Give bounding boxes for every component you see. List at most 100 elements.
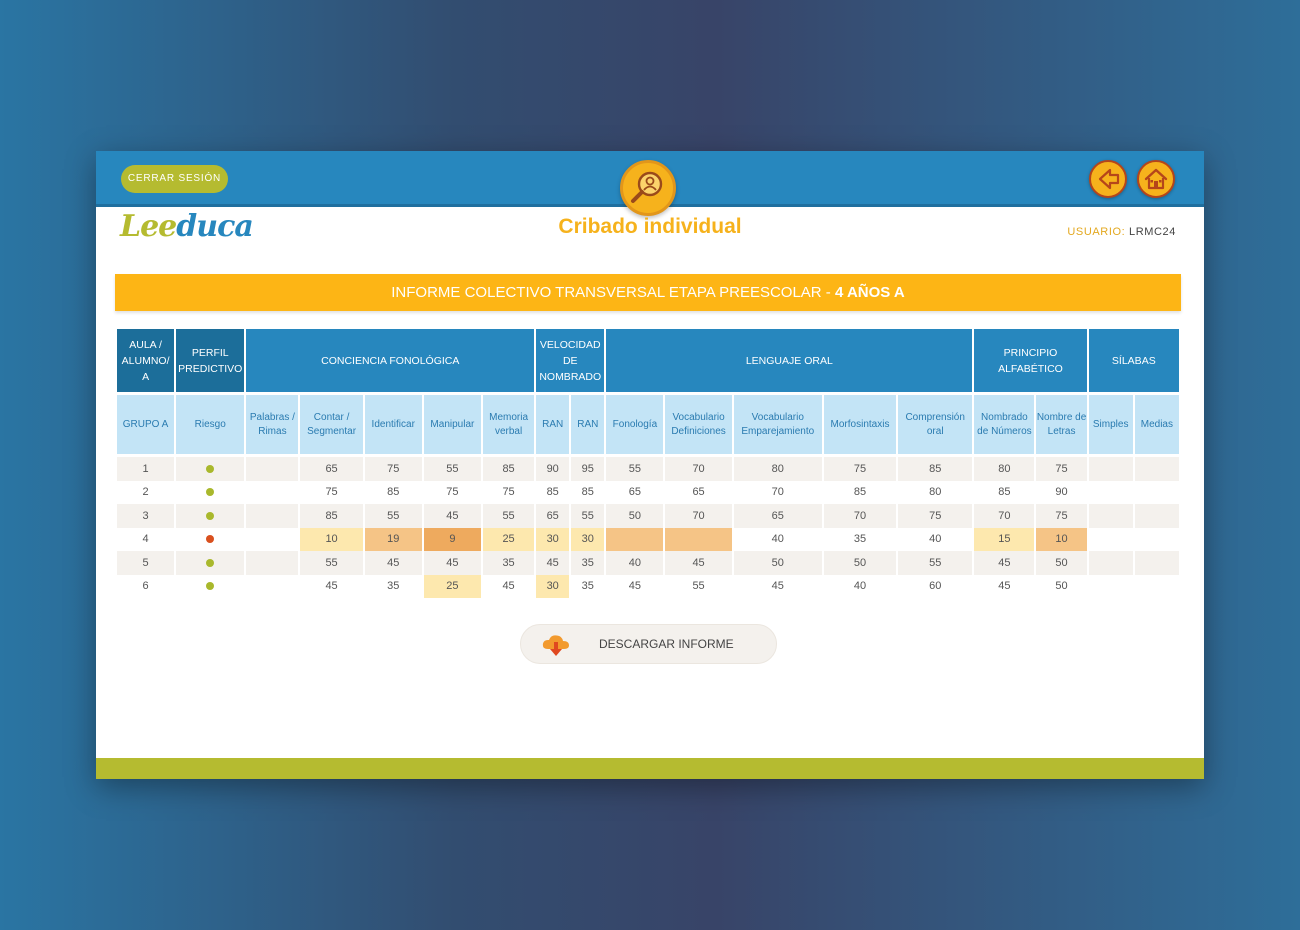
group-header-row: AULA / ALUMNO/ A PERFIL PREDICTIVO CONCIEN… xyxy=(117,329,1179,395)
group-header: PRINCIPIO ALFABÉTICO xyxy=(974,329,1087,395)
score-cell: 65 xyxy=(300,457,363,481)
column-header: Simples xyxy=(1088,395,1133,457)
search-person-icon xyxy=(631,171,663,203)
score-cell: 50 xyxy=(733,551,822,575)
score-cell xyxy=(1135,481,1179,505)
score-cell: 75 xyxy=(502,486,515,499)
score-cell: 40 xyxy=(771,533,784,546)
score-cell: 45 xyxy=(536,551,570,575)
score-cell: 10 xyxy=(300,527,363,551)
table-row: 2 75 85 75 75 85 85 65 65 70 85 80 85 90 xyxy=(117,481,1179,505)
score-cell: 50 xyxy=(606,504,664,528)
app-window: CERRAR SESIÓN Leeduca Cribado individual xyxy=(96,151,1204,779)
score-cell: 45 xyxy=(628,580,642,593)
score-cell: 35 xyxy=(387,580,400,593)
score-cell: 70 xyxy=(665,457,732,481)
table-body: 1 65 75 55 85 90 95 55 70 80 75 85 80 75 2 75 85 75 75 85 85… xyxy=(117,457,1179,598)
score-cell: 70 xyxy=(665,504,732,528)
column-header: GRUPO A xyxy=(117,395,175,457)
risk-dot-icon xyxy=(206,558,215,567)
score-cell: 60 xyxy=(929,580,942,593)
column-header: Morfosintaxis xyxy=(823,395,897,457)
score-cell: 65 xyxy=(628,486,642,499)
score-cell: 10 xyxy=(1036,527,1087,551)
student-id: 6 xyxy=(142,580,149,593)
score-cell: 65 xyxy=(692,486,705,499)
score-cell: 65 xyxy=(733,504,822,528)
column-header: RAN xyxy=(571,395,605,457)
score-cell: 45 xyxy=(423,504,481,528)
column-header: Nombre de Letras xyxy=(1036,395,1087,457)
user-info: USUARIO: LRMC24 xyxy=(1067,226,1176,238)
score-cell: 80 xyxy=(929,486,942,499)
score-cell xyxy=(1134,551,1179,575)
score-cell: 55 xyxy=(482,504,535,528)
score-cell: 85 xyxy=(387,486,400,499)
house-icon xyxy=(1144,168,1168,190)
group-header: AULA / ALUMNO/ A xyxy=(117,329,175,395)
score-cell: 45 xyxy=(502,580,515,593)
score-cell: 75 xyxy=(446,486,459,499)
score-cell: 30 xyxy=(536,527,570,551)
score-cell: 15 xyxy=(974,527,1035,551)
score-cell xyxy=(246,575,298,599)
score-cell xyxy=(1089,528,1133,552)
download-report-button[interactable]: DESCARGAR INFORME xyxy=(520,624,777,664)
score-cell: 55 xyxy=(364,504,422,528)
screening-badge xyxy=(620,160,676,216)
column-header: Fonología xyxy=(606,395,664,457)
score-cell xyxy=(1135,528,1179,552)
leeduca-logo: Leeduca xyxy=(120,209,254,244)
score-cell xyxy=(246,457,299,481)
score-cell: 95 xyxy=(571,457,605,481)
logout-button[interactable]: CERRAR SESIÓN xyxy=(121,165,228,193)
score-cell: 55 xyxy=(300,551,363,575)
score-cell xyxy=(246,504,299,528)
risk-dot-icon xyxy=(206,464,215,473)
score-cell: 55 xyxy=(898,551,973,575)
home-button[interactable] xyxy=(1137,160,1175,198)
cloud-download-icon xyxy=(542,635,569,656)
score-cell: 30 xyxy=(536,574,570,598)
risk-dot-icon xyxy=(206,535,215,544)
score-cell: 85 xyxy=(482,457,535,481)
risk-cell xyxy=(176,481,244,505)
score-cell: 80 xyxy=(974,457,1035,481)
score-cell: 85 xyxy=(998,486,1011,499)
score-cell: 35 xyxy=(571,551,605,575)
score-cell: 45 xyxy=(771,580,784,593)
footer-bar xyxy=(96,758,1204,779)
back-button[interactable] xyxy=(1089,160,1127,198)
report-banner: INFORME COLECTIVO TRANSVERSAL ETAPA PREE… xyxy=(115,274,1181,311)
risk-cell xyxy=(176,457,245,481)
score-cell: 75 xyxy=(823,457,897,481)
score-cell: 50 xyxy=(1036,551,1087,575)
risk-dot-icon xyxy=(206,582,215,591)
banner-group: 4 AÑOS A xyxy=(834,284,905,301)
risk-cell xyxy=(176,575,244,599)
score-cell xyxy=(1134,504,1179,528)
score-cell: 75 xyxy=(325,486,338,499)
student-id: 1 xyxy=(117,457,175,481)
student-id: 5 xyxy=(117,551,175,575)
score-cell: 19 xyxy=(364,527,422,551)
score-cell: 45 xyxy=(364,551,422,575)
score-cell: 65 xyxy=(536,504,570,528)
score-cell xyxy=(1088,551,1133,575)
score-cell: 50 xyxy=(1055,580,1068,593)
score-cell xyxy=(1135,575,1179,599)
group-header: SÍLABAS xyxy=(1088,329,1179,395)
group-header: VELOCIDAD DE NOMBRADO xyxy=(536,329,605,395)
score-cell: 35 xyxy=(482,551,535,575)
score-cell: 55 xyxy=(571,504,605,528)
score-cell xyxy=(1089,481,1133,505)
score-cell: 55 xyxy=(423,457,481,481)
risk-cell xyxy=(176,528,244,552)
risk-cell xyxy=(176,504,245,528)
risk-dot-icon xyxy=(206,488,215,497)
column-header: Comprensión oral xyxy=(898,395,973,457)
score-cell: 70 xyxy=(974,504,1035,528)
score-cell: 85 xyxy=(898,457,973,481)
score-cell: 45 xyxy=(665,551,732,575)
column-header: Riesgo xyxy=(176,395,245,457)
